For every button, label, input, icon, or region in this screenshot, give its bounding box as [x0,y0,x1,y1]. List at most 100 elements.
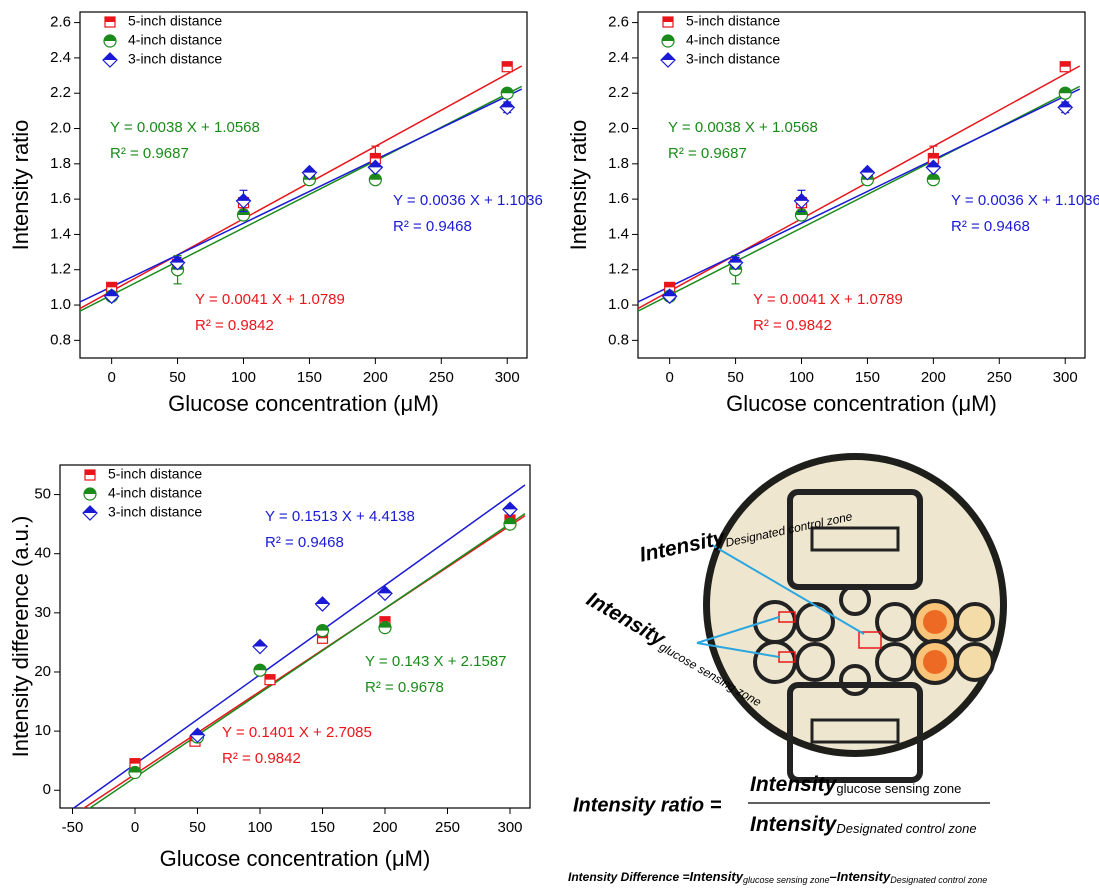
minus: – [830,869,837,884]
marker-fill [315,596,330,604]
data-point [368,173,382,187]
y-tick-label: 40 [34,545,51,562]
legend-label: 5-inch distance [108,466,202,482]
y-axis-title: Intensity ratio [566,120,591,251]
fit-equation: Y = 0.1513 X + 4.4138 [265,508,415,525]
legend-label: 4-inch distance [128,32,222,48]
legend-marker [83,487,97,501]
data-point [367,159,384,176]
marker-fill [379,621,391,628]
y-tick-label: 1.2 [608,261,629,278]
data-point [502,501,518,518]
y-tick-label: 1.6 [608,190,629,207]
data-point [925,159,942,176]
data-point [377,585,393,602]
fit-r2: R² = 0.9687 [668,145,747,162]
marker-fill [1059,87,1072,94]
y-tick-label: 1.0 [608,296,629,313]
x-tick-label: 250 [429,369,454,386]
label-main: Intensity [750,773,838,796]
x-axis-title: Glucose concentration (μM) [160,846,431,871]
legend-label: 5-inch distance [128,13,222,29]
marker-fill [83,506,97,513]
data-point [252,638,268,655]
marker-fill [105,17,115,22]
data-point [500,86,514,100]
label-main: Intensity [837,869,891,884]
y-tick-label: 2.2 [608,84,629,101]
marker-fill [129,766,141,773]
data-point [859,164,876,181]
marker-fill [104,35,116,41]
x-tick-label: 250 [435,819,460,836]
marker-fill [254,664,266,671]
marker-fill [661,53,675,60]
marker-fill [505,514,515,520]
x-tick-label: 200 [363,369,388,386]
legend-label: 3-inch distance [108,504,202,520]
data-point [503,517,517,531]
legend-label: 3-inch distance [686,51,780,67]
fit-equation: Y = 0.143 X + 2.1587 [365,653,507,670]
y-tick-label: 1.8 [608,155,629,172]
fit-r2: R² = 0.9468 [265,534,344,551]
fit-lines [80,65,523,312]
x-tick-label: 100 [247,819,272,836]
x-tick-label: 50 [189,819,206,836]
x-tick-label: -50 [62,819,84,836]
x-tick-label: 50 [727,369,744,386]
x-axis-title: Glucose concentration (μM) [168,391,439,416]
legend-marker [82,505,98,521]
legend-label: 4-inch distance [108,485,202,501]
marker-fill [104,289,119,297]
sensing-spot [923,650,947,674]
y-axis-title: Intensity ratio [8,120,33,251]
data-point [501,61,513,73]
pattern [839,664,871,696]
data-point [189,727,206,744]
data-point [727,254,744,271]
label-subscript: Designated control zone [836,821,976,836]
y-tick-label: 1.2 [50,261,71,278]
marker-fill [236,193,251,201]
legend-label: 5-inch distance [686,13,780,29]
y-tick-label: 20 [34,663,51,680]
pattern [955,642,995,682]
pattern [955,602,995,642]
difference-formula: Intensity Difference =Intensityglucose s… [568,869,987,885]
data-point [499,99,516,116]
marker-fill [500,100,515,108]
fit-equation: Y = 0.0036 X + 1.1036 [951,192,1099,209]
legend-marker [660,52,676,68]
x-tick-label: 300 [495,369,520,386]
y-tick-label: 2.0 [50,119,71,136]
legend-marker [103,34,117,48]
marker-fill [380,616,390,622]
sensing-spot [923,610,947,634]
plot-frame [637,11,1086,359]
data-point [301,164,318,181]
data-point [314,596,331,612]
marker-fill [664,282,675,288]
legend-marker [84,469,96,481]
marker-fill [190,728,205,736]
y-tick-label: 1.8 [50,155,71,172]
x-tick-label: 0 [665,369,673,386]
data-point [264,674,276,686]
pattern [787,682,923,783]
marker-fill [794,193,809,201]
y-tick-label: 0.8 [608,331,629,348]
x-tick-label: 100 [789,369,814,386]
plot-frame [59,464,531,809]
label-subscript: Designated control zone [890,875,987,885]
marker-fill [860,165,875,173]
chart: -50 0 50 100 150 200 250 300 0 10 20 30 40 50 Glucose … [8,464,531,871]
y-tick-label: 1.6 [50,190,71,207]
ratio-numerator: Intensityglucose sensing zone [750,773,961,797]
marker-fill [368,160,383,168]
y-tick-label: 0 [43,781,51,798]
data-point [661,288,678,305]
pattern [795,642,835,682]
pattern [810,526,900,552]
marker-fill [253,639,267,647]
